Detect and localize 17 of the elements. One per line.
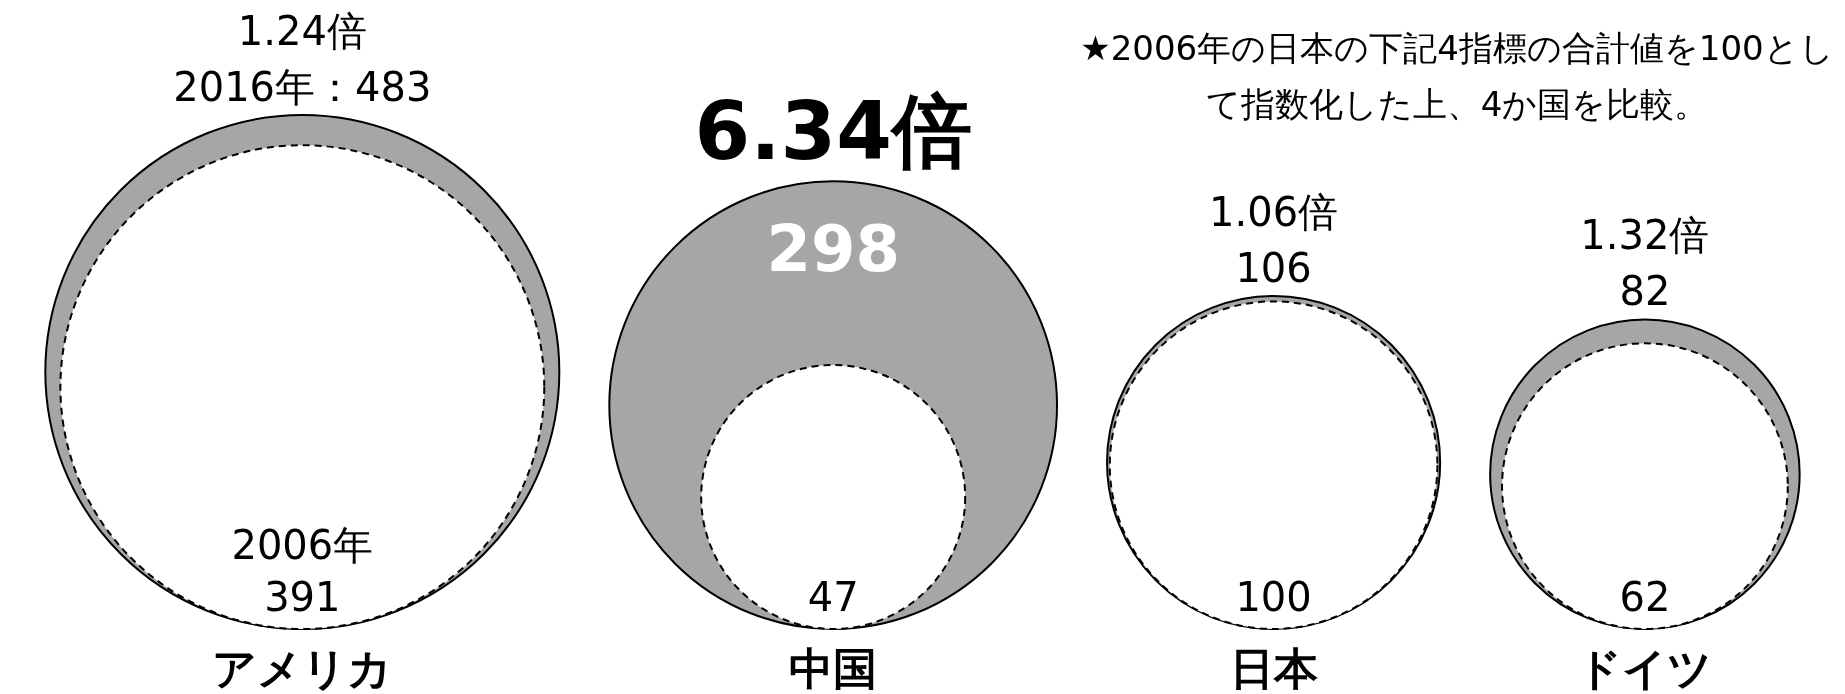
category-label: 中国	[789, 643, 878, 694]
category-label: 日本	[1229, 643, 1318, 694]
text: ★2006年の日本の下記4指標の合計値を100として指数化した上、4か国を比較。	[1079, 27, 1835, 126]
data-label: 62	[1619, 574, 1671, 620]
text: 1.24倍	[237, 8, 367, 54]
text: 6.34倍	[694, 85, 972, 179]
data-label: 2006年 391	[231, 522, 374, 620]
data-label: 2016年：483	[173, 64, 432, 110]
data-label: 106	[1235, 244, 1312, 291]
category-label: ドイツ	[1577, 643, 1713, 694]
data-label: 47	[807, 574, 859, 620]
text: 1.32倍	[1580, 212, 1710, 259]
text: 1.06倍	[1209, 188, 1339, 235]
category-label: アメリカ	[212, 643, 393, 694]
data-label: 100	[1235, 574, 1312, 620]
data-label: 298	[766, 212, 900, 287]
data-label: 82	[1619, 268, 1671, 315]
